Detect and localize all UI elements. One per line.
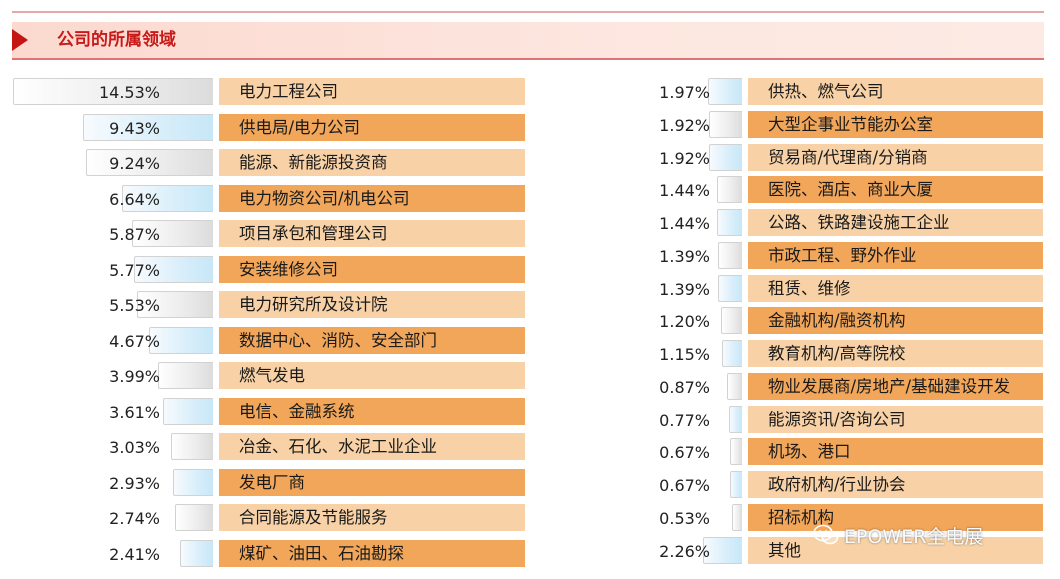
data-label: 1.39% [659,247,710,266]
data-label: 2.93% [109,474,160,493]
header-band [12,22,1044,58]
bar [717,209,742,236]
bar [709,144,742,171]
data-label: 3.61% [109,403,160,422]
category-label: 贸易商/代理商/分销商 [748,144,1043,171]
top-rule [12,11,1044,13]
category-label: 市政工程、野外作业 [748,242,1043,269]
category-label: 煤矿、油田、石油勘探 [219,540,525,567]
data-label: 2.41% [109,545,160,564]
bar [708,78,742,105]
category-label: 电力研究所及设计院 [219,291,525,318]
watermark: EPOWER全电展 [813,520,983,550]
bar [175,504,213,531]
category-label: 公路、铁路建设施工企业 [748,209,1043,236]
header-rule [12,58,1044,60]
bar [718,242,742,269]
data-label: 5.77% [109,261,160,280]
data-label: 1.97% [659,83,710,102]
category-label: 教育机构/高等院校 [748,340,1043,367]
category-label: 政府机构/行业协会 [748,471,1043,498]
bar [137,291,213,318]
data-label: 1.39% [659,280,710,299]
bar [158,362,213,389]
category-label: 物业发展商/房地产/基础建设开发 [748,373,1043,400]
data-label: 3.99% [109,367,160,386]
data-label: 0.67% [659,476,710,495]
category-label: 数据中心、消防、安全部门 [219,327,525,354]
bar [730,471,742,498]
bar [703,537,742,564]
bar [722,340,742,367]
category-label: 安装维修公司 [219,256,525,283]
category-label: 大型企事业节能办公室 [748,111,1043,138]
bar [13,78,213,105]
bar [171,433,213,460]
data-label: 9.43% [109,119,160,138]
category-label: 机场、港口 [748,438,1043,465]
bar [732,504,742,531]
data-label: 5.53% [109,296,160,315]
category-label: 能源、新能源投资商 [219,149,525,176]
data-label: 0.67% [659,443,710,462]
bar [122,185,213,212]
data-label: 9.24% [109,154,160,173]
bar [180,540,213,567]
category-label: 供热、燃气公司 [748,78,1043,105]
bar [721,307,742,334]
bar [132,220,213,247]
category-label: 医院、酒店、商业大厦 [748,176,1043,203]
category-label: 供电局/电力公司 [219,114,525,141]
data-label: 1.92% [659,116,710,135]
category-label: 其他 [748,537,1043,564]
data-label: 14.53% [98,83,160,102]
category-label: 电信、金融系统 [219,398,525,425]
data-label: 0.77% [659,411,710,430]
data-label: 0.87% [659,378,710,397]
bar [134,256,213,283]
data-label: 1.92% [659,149,710,168]
category-label: 燃气发电 [219,362,525,389]
bar [709,111,742,138]
category-label: 电力工程公司 [219,78,525,105]
bar [730,438,742,465]
data-label: 1.44% [659,214,710,233]
bar [83,114,213,141]
bar [86,149,213,176]
data-label: 1.20% [659,312,710,331]
data-label: 3.03% [109,438,160,457]
category-label: 冶金、石化、水泥工业企业 [219,433,525,460]
category-label: 电力物资公司/机电公司 [219,185,525,212]
data-label: 0.53% [659,509,710,528]
category-label: 招标机构 [748,504,1043,531]
header-arrow-icon [12,29,28,51]
category-label: 金融机构/融资机构 [748,307,1043,334]
data-label: 1.44% [659,181,710,200]
category-label: 合同能源及节能服务 [219,504,525,531]
bar [727,373,742,400]
data-label: 2.26% [659,542,710,561]
category-label: 能源资讯/咨询公司 [748,406,1043,433]
watermark-text: EPOWER全电展 [844,525,984,548]
bar [173,469,213,496]
data-label: 6.64% [109,190,160,209]
data-label: 5.87% [109,225,160,244]
data-label: 4.67% [109,332,160,351]
bar [163,398,213,425]
bar [149,327,213,354]
chart-title: 公司的所属领域 [57,30,176,50]
bar [718,275,742,302]
data-label: 1.15% [659,345,710,364]
bar [717,176,742,203]
category-label: 项目承包和管理公司 [219,220,525,247]
category-label: 租赁、维修 [748,275,1043,302]
data-label: 2.74% [109,509,160,528]
category-label: 发电厂商 [219,469,525,496]
bar [729,406,742,433]
wechat-icon [813,524,839,545]
